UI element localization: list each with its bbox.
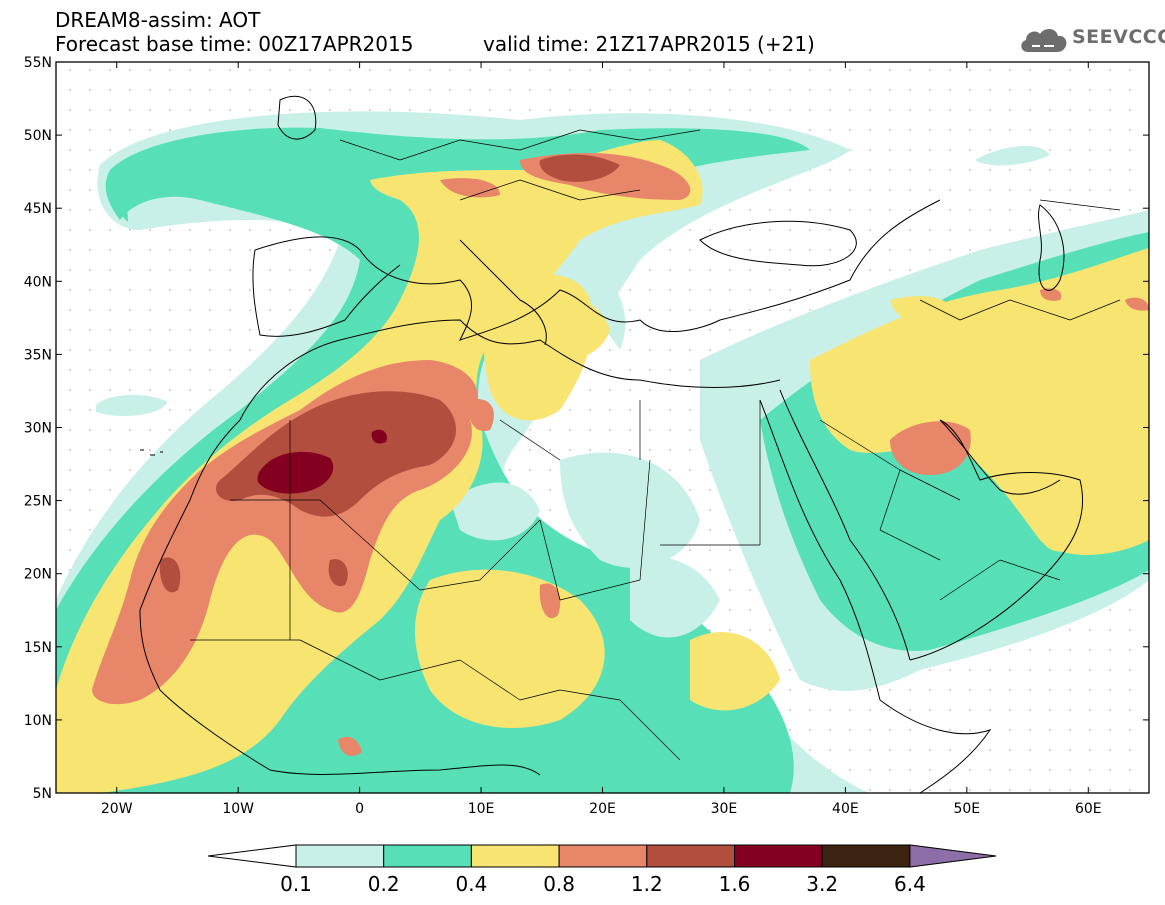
aot-contour-c3 — [540, 296, 610, 359]
lat-label: 5N — [33, 786, 52, 802]
seevccc-logo: SEEVCCC — [1018, 22, 1165, 58]
aot-contour-c5 — [159, 557, 181, 593]
colorbar-level-label: 0.4 — [455, 872, 488, 896]
canary-islands — [140, 449, 163, 456]
colorbar-swatch — [470, 844, 560, 868]
colorbar-min-arrow — [207, 844, 297, 868]
lat-label: 45N — [24, 201, 52, 217]
aot-contour-c4 — [1040, 288, 1062, 301]
red-sea — [759, 389, 911, 701]
aot-contour-c4 — [1125, 297, 1149, 311]
border-line — [190, 639, 681, 761]
lon-label: 30E — [711, 801, 738, 817]
lon-label: 10W — [222, 801, 254, 817]
cloud-icon — [1021, 28, 1067, 52]
colorbar-level-label: 6.4 — [893, 872, 926, 896]
aot-contour-c6 — [371, 429, 387, 444]
colorbar-level-label: 3.2 — [806, 872, 839, 896]
country-borders — [190, 129, 1121, 761]
map-title: DREAM8-assim: AOT — [55, 8, 261, 32]
west-africa-coast — [139, 419, 541, 776]
colorbar-level-label: 0.2 — [367, 872, 400, 896]
italy — [459, 239, 547, 346]
lon-label: 20W — [101, 801, 133, 817]
colorbar-level-label: 0.1 — [280, 872, 312, 896]
lon-label: 60E — [1075, 801, 1102, 817]
aot-contour-c1 — [96, 394, 168, 417]
aot-contour-c4 — [338, 736, 362, 756]
arabia-coast — [909, 419, 1084, 661]
black-sea — [699, 220, 857, 267]
aot-contour-c4 — [440, 178, 500, 198]
lat-label: 15N — [24, 640, 52, 656]
lat-label: 40N — [24, 274, 52, 290]
aot-contour-c3 — [1040, 528, 1071, 552]
border-line — [339, 129, 701, 201]
aot-contour-c1 — [450, 482, 540, 541]
coastlines — [139, 95, 1084, 793]
lon-label: 50E — [953, 801, 980, 817]
aot-contour-c5 — [539, 154, 620, 182]
colorbar-level-label: 0.8 — [543, 872, 575, 896]
aot-contour-c4 — [468, 399, 494, 431]
aot-contour-c3 — [890, 296, 952, 324]
colorbar — [207, 844, 997, 868]
aot-contour-c1 — [560, 452, 700, 568]
border-line — [919, 199, 1121, 321]
lon-label: 20E — [589, 801, 616, 817]
horn-africa — [879, 699, 992, 793]
aot-contour-c4 — [539, 583, 561, 619]
lat-label: 10N — [24, 713, 52, 729]
aot-contour-c2 — [111, 167, 128, 222]
lat-label: 35N — [24, 347, 52, 363]
colorbar-max-arrow — [909, 844, 997, 868]
aot-contour-c6 — [257, 451, 334, 494]
colorbar-swatch — [295, 844, 385, 868]
aot-contour-c3 — [690, 632, 780, 711]
logo-text: SEEVCCC — [1072, 26, 1165, 48]
aot-contour-c1 — [560, 240, 626, 350]
aot-contour-c4 — [890, 421, 971, 475]
latitude-axis: 55N 50N 45N 40N 35N 30N 25N 20N 15N 10N 5N — [24, 55, 1149, 802]
caspian-sea — [1038, 204, 1065, 291]
iberia — [252, 249, 401, 337]
border-line — [819, 419, 1061, 601]
lon-label: 0 — [355, 801, 364, 817]
colorbar-level-label: 1.6 — [718, 872, 751, 896]
valid-time: valid time: 21Z17APR2015 (+21) — [483, 32, 815, 56]
europe-coast — [254, 199, 941, 341]
colorbar-swatch — [558, 844, 648, 868]
colorbar-swatch — [734, 844, 823, 868]
longitude-axis: 20W 10W 0 10E 20E 30E 40E 50E 60E — [101, 62, 1102, 817]
lat-label: 30N — [24, 421, 52, 437]
border-line — [230, 400, 761, 640]
lat-label: 20N — [24, 567, 52, 583]
lon-label: 40E — [832, 801, 859, 817]
aot-contour-c5 — [328, 559, 348, 587]
colorbar-swatch — [383, 844, 472, 868]
lat-label: 50N — [24, 128, 52, 144]
lon-label: 10E — [468, 801, 495, 817]
persian-gulf — [939, 419, 1061, 495]
forecast-base-time: Forecast base time: 00Z17APR2015 — [55, 32, 414, 56]
north-africa-coast — [239, 319, 781, 421]
aot-contour-c3 — [810, 248, 1149, 555]
colorbar-swatch — [821, 844, 911, 868]
lat-label: 55N — [24, 55, 52, 71]
aot-contour-c1 — [630, 556, 720, 638]
britain — [277, 95, 317, 140]
colorbar-level-label: 1.2 — [630, 872, 663, 896]
colorbar-swatch — [646, 844, 735, 868]
aot-contour-c1 — [975, 145, 1050, 166]
aot-field — [56, 62, 1149, 793]
lat-label: 25N — [24, 494, 52, 510]
